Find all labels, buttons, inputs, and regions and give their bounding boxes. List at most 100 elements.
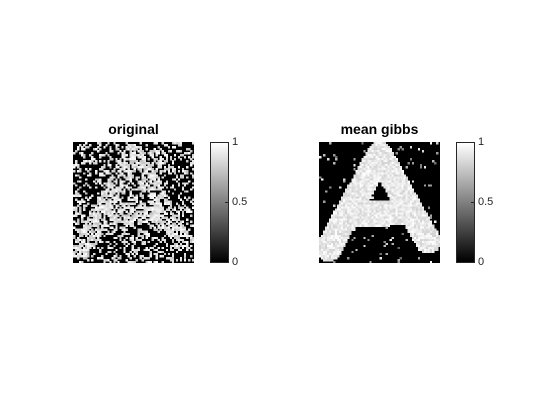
image-pixel [155,214,158,217]
image-pixel [93,222,96,225]
image-pixel [399,146,402,149]
image-pixel [427,230,431,234]
image-pixel [123,180,126,183]
image-pixel [397,202,400,205]
image-pixel [401,186,404,189]
image-pixel [385,160,388,163]
image-pixel [131,234,134,238]
image-pixel [431,232,435,236]
image-pixel [365,214,368,217]
image-pixel [321,246,324,250]
image-pixel [121,166,124,169]
image-pixel [349,208,352,211]
image-pixel [105,192,108,195]
image-pixel [363,182,366,185]
image-pixel [143,240,146,244]
image-pixel [393,202,396,205]
image-pixel [189,164,193,167]
image-pixel [381,206,384,209]
image-pixel [333,242,336,246]
image-pixel [421,248,425,252]
image-pixel [141,258,144,262]
image-pixel [333,246,336,250]
image-pixel [367,210,370,213]
image-pixel [377,212,380,215]
image-pixel [139,184,142,187]
image-pixel [179,230,183,234]
image-pixel [373,206,376,209]
image-pixel [117,148,120,151]
image-pixel [375,182,378,185]
image-pixel [169,150,173,153]
image-pixel [115,180,118,183]
image-pixel [87,146,90,149]
image-pixel [357,168,360,171]
image-pixel [323,230,326,234]
image-pixel [89,236,92,240]
image-pixel [139,230,142,234]
image-pixel [333,254,336,258]
image-pixel [375,216,378,219]
image-pixel [83,184,86,187]
image-pixel [141,214,144,217]
image-pixel [435,240,439,244]
image-pixel [427,246,431,250]
image-pixel [129,210,132,213]
image-pixel [333,210,336,213]
image-pixel [155,180,158,183]
image-pixel [365,198,368,201]
image-pixel [97,218,100,221]
image-pixel [367,178,370,181]
image-pixel [109,178,112,181]
image-pixel [103,160,106,163]
image-pixel [85,242,88,246]
image-pixel [375,212,378,215]
image-pixel [157,194,161,197]
image-pixel [129,208,132,211]
image-pixel [387,208,390,211]
image-pixel [369,212,372,215]
image-pixel [391,198,394,201]
image-pixel [361,208,364,211]
image-pixel [397,168,400,171]
image-pixel [175,250,179,254]
image-pixel [385,164,388,167]
image-pixel [395,198,398,201]
image-pixel [403,214,407,217]
image-pixel [75,214,78,217]
image-pixel [395,174,398,177]
image-pixel [327,248,330,252]
image-pixel [369,148,372,151]
image-pixel [137,234,140,238]
image-pixel [331,252,334,256]
image-pixel [91,238,94,242]
image-pixel [97,232,100,236]
image-pixel [333,248,336,252]
image-pixel [371,218,374,221]
image-pixel [383,168,386,171]
image-pixel [183,152,187,155]
image-pixel [395,152,398,155]
image-pixel [171,234,175,238]
image-pixel [107,210,110,213]
image-pixel [357,192,360,195]
image-pixel [155,198,158,201]
image-pixel [97,146,100,149]
image-pixel [391,172,394,175]
image-pixel [121,240,124,244]
image-pixel [189,172,193,175]
image-pixel [437,234,440,238]
image-pixel [173,246,177,250]
image-pixel [403,200,407,203]
image-pixel [171,186,175,189]
image-pixel [149,250,152,254]
image-pixel [185,222,189,225]
image-pixel [415,202,419,205]
image-pixel [381,146,384,149]
image-pixel [125,222,128,225]
image-pixel [409,206,413,209]
image-pixel [367,184,370,187]
image-pixel [385,184,388,187]
image-pixel [377,176,380,179]
image-pixel [119,254,122,258]
